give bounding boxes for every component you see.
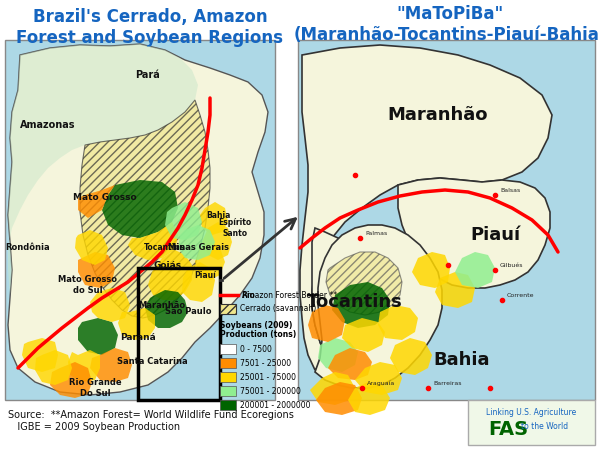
Text: Santa Catarina: Santa Catarina — [116, 357, 187, 366]
Text: Source:  **Amazon Forest= World Wildlife Fund Ecoregions
   IGBE = 2009 Soybean : Source: **Amazon Forest= World Wildlife … — [8, 410, 294, 431]
Text: Cerrado (savannah): Cerrado (savannah) — [240, 304, 316, 313]
Text: Maranhão: Maranhão — [388, 106, 488, 124]
Polygon shape — [202, 222, 232, 260]
Text: Linking U.S. Agriculture: Linking U.S. Agriculture — [486, 408, 576, 417]
FancyBboxPatch shape — [220, 344, 236, 354]
Polygon shape — [328, 348, 372, 380]
Polygon shape — [390, 338, 432, 375]
Text: Paraná: Paraná — [120, 334, 156, 343]
Text: Piauí: Piauí — [194, 270, 216, 279]
Polygon shape — [35, 350, 72, 385]
Text: Gilbués: Gilbués — [500, 263, 523, 268]
Bar — [298, 40, 595, 400]
FancyBboxPatch shape — [220, 372, 236, 382]
Polygon shape — [312, 228, 385, 378]
Polygon shape — [165, 202, 202, 240]
Polygon shape — [80, 100, 210, 318]
Text: Production (tons): Production (tons) — [220, 330, 296, 339]
Polygon shape — [455, 252, 495, 288]
Polygon shape — [118, 308, 155, 340]
Bar — [138, 268, 220, 400]
Polygon shape — [310, 372, 355, 405]
Polygon shape — [318, 338, 358, 372]
FancyBboxPatch shape — [220, 358, 236, 368]
Polygon shape — [316, 382, 362, 415]
Text: to the World: to the World — [521, 422, 569, 431]
Polygon shape — [182, 262, 215, 302]
Bar — [5, 40, 275, 400]
Polygon shape — [435, 272, 475, 308]
Text: Corrente: Corrente — [507, 293, 535, 298]
Text: FAS: FAS — [488, 420, 528, 439]
Text: Goiás: Goiás — [154, 260, 182, 269]
Text: Bahia: Bahia — [434, 351, 490, 369]
Text: Araguaía: Araguaía — [367, 380, 395, 386]
Text: Pará: Pará — [136, 70, 160, 80]
Polygon shape — [78, 185, 115, 218]
Text: Barreiras: Barreiras — [433, 381, 461, 386]
Polygon shape — [398, 178, 550, 288]
Polygon shape — [90, 288, 130, 322]
Text: Tocantins: Tocantins — [145, 243, 185, 252]
Text: Mato Grosso: Mato Grosso — [73, 194, 137, 202]
Text: Rondônia: Rondônia — [5, 243, 50, 252]
FancyBboxPatch shape — [220, 304, 236, 314]
FancyBboxPatch shape — [220, 386, 236, 396]
Text: 0 - 7500: 0 - 7500 — [240, 344, 272, 353]
Polygon shape — [78, 252, 115, 288]
Text: Palmas: Palmas — [365, 231, 387, 236]
Text: Espírito
Santo: Espírito Santo — [218, 218, 251, 238]
Text: Maranhão: Maranhão — [139, 300, 185, 309]
Text: Tocantins: Tocantins — [307, 293, 403, 311]
FancyBboxPatch shape — [220, 400, 236, 410]
Text: São Paulo: São Paulo — [165, 308, 211, 317]
Polygon shape — [8, 44, 268, 395]
Text: "MaToPiBa"
(Maranhão-Tocantins-Piauí-Bahia): "MaToPiBa" (Maranhão-Tocantins-Piauí-Bah… — [293, 5, 600, 44]
Polygon shape — [200, 202, 228, 235]
Text: 7501 - 25000: 7501 - 25000 — [240, 358, 291, 367]
Polygon shape — [178, 225, 215, 260]
Text: Soybeans (2009): Soybeans (2009) — [220, 321, 292, 330]
Polygon shape — [148, 250, 192, 300]
Text: 200001 - 2000000: 200001 - 2000000 — [240, 401, 311, 409]
Polygon shape — [332, 282, 390, 328]
Polygon shape — [315, 225, 442, 388]
Polygon shape — [68, 350, 100, 382]
Text: Mato Grosso
do Sul: Mato Grosso do Sul — [59, 275, 118, 295]
Polygon shape — [342, 318, 385, 352]
Text: Rio Grande
Do Sul: Rio Grande Do Sul — [68, 379, 121, 398]
Polygon shape — [75, 230, 108, 265]
Text: Minas Gerais: Minas Gerais — [167, 243, 229, 252]
Polygon shape — [78, 318, 118, 355]
Polygon shape — [8, 44, 198, 295]
Polygon shape — [145, 290, 188, 328]
Polygon shape — [355, 362, 402, 395]
Polygon shape — [22, 338, 58, 372]
Polygon shape — [308, 305, 345, 342]
Polygon shape — [102, 180, 178, 238]
Text: Amazon Forest Border **: Amazon Forest Border ** — [242, 291, 337, 299]
Text: Balsas: Balsas — [500, 188, 520, 193]
Polygon shape — [300, 45, 552, 370]
Polygon shape — [326, 252, 402, 315]
Polygon shape — [195, 242, 225, 280]
Text: 25001 - 75000: 25001 - 75000 — [240, 373, 296, 382]
Bar — [468, 400, 595, 445]
Polygon shape — [50, 362, 92, 398]
Text: Rio: Rio — [241, 291, 255, 299]
Text: Bahia: Bahia — [206, 211, 230, 220]
Text: Piauí: Piauí — [470, 226, 520, 244]
Polygon shape — [128, 222, 178, 260]
Text: Brazil's Cerrado, Amazon
Forest and Soybean Regions: Brazil's Cerrado, Amazon Forest and Soyb… — [17, 8, 284, 47]
Text: Amazonas: Amazonas — [20, 120, 76, 130]
Polygon shape — [348, 382, 390, 415]
Polygon shape — [412, 252, 450, 288]
Polygon shape — [378, 305, 418, 340]
Text: 75001 - 200000: 75001 - 200000 — [240, 387, 301, 396]
Polygon shape — [90, 348, 132, 382]
